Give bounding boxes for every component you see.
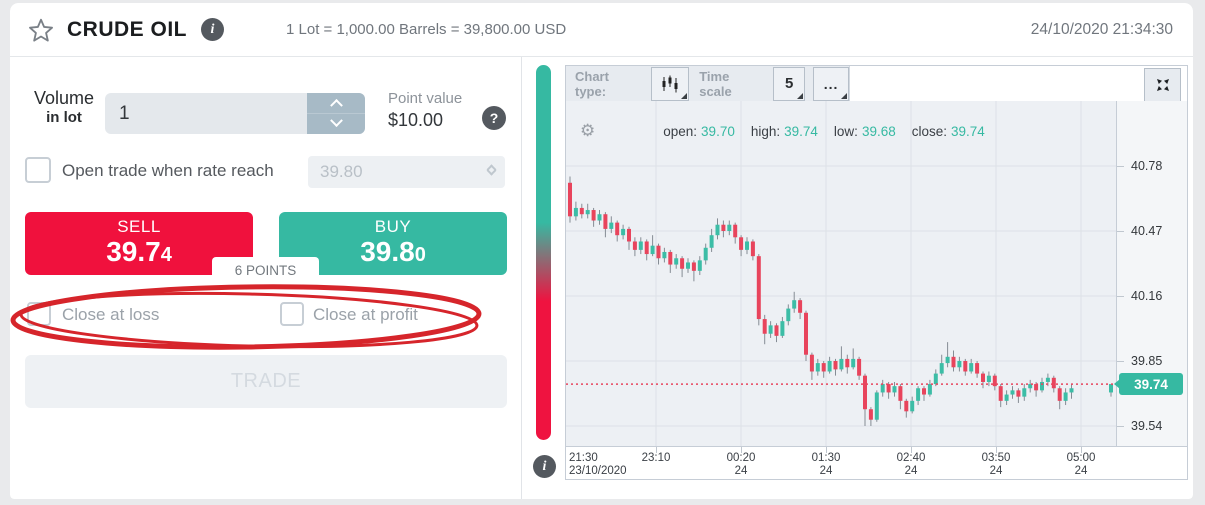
candlestick-chart-icon [662,75,678,92]
chart-toolbar: Chart type: Time scale 5 ... [566,66,850,101]
price-tick-mark [1117,426,1124,427]
time-tick-label: 02:40 24 [896,452,926,477]
time-tick-mark [1081,447,1082,453]
ohlc-low: low: 39.68 [833,123,896,139]
open-trade-label: Open trade when rate reach [62,161,274,180]
volume-stepper [307,93,365,134]
time-tick-label: 01:30 24 [811,452,841,477]
open-trade-checkbox[interactable] [25,157,51,183]
time-tick-label: 21:30 23/10/2020 [569,452,627,477]
volume-decrease-button[interactable] [307,114,365,135]
time-tick-label: 05:00 24 [1066,452,1096,477]
price-tick-label: 40.47 [1131,224,1163,238]
header-datetime: 24/10/2020 21:34:30 [1030,20,1173,38]
chart-settings-gear-icon[interactable]: ⚙ [580,121,596,140]
instrument-info-icon[interactable]: i [201,18,224,41]
fullscreen-icon [1156,79,1169,91]
ohlc-close: close: 39.74 [911,123,985,139]
price-tick-label: 39.85 [1131,354,1163,368]
close-at-profit-label: Close at profit [313,305,418,324]
rate-stepper[interactable] [485,160,499,184]
current-price-badge: 39.74 [1114,373,1183,396]
time-tick-mark [826,447,827,453]
volume-label: Volume [33,88,95,108]
time-tick-mark [656,447,657,453]
time-tick-mark [996,447,997,453]
ohlc-high: high: 39.74 [750,123,818,139]
price-tick-label: 40.78 [1131,159,1163,173]
buy-price: 39.80 [360,236,426,267]
sell-label: SELL [117,217,161,236]
point-value-label: Point value [388,90,463,107]
price-tick-mark [1117,231,1124,232]
favorite-star-icon[interactable] [28,17,54,43]
close-at-loss-label: Close at loss [62,305,160,324]
price-tick-mark [1117,361,1124,362]
chart-widget: Chart type: Time scale 5 ... [565,65,1188,480]
chart-panel: i Chart type: Time scale 5 ... [522,57,1193,499]
rate-input-group [308,156,505,188]
price-tick-mark [1117,166,1124,167]
chevron-down-icon [329,114,343,128]
trade-button[interactable]: TRADE [25,355,507,408]
time-scale-label: Time scale [699,68,732,99]
candlestick-plot[interactable] [566,101,1116,446]
instrument-title: CRUDE OIL [67,17,187,41]
instrument-header: CRUDE OIL i 1 Lot = 1,000.00 Barrels = 3… [10,3,1193,57]
price-tick-mark [1117,296,1124,297]
sell-price: 39.74 [106,236,172,267]
buy-label: BUY [374,217,412,236]
point-value-help-icon[interactable]: ? [482,106,506,130]
close-at-loss-checkbox[interactable] [27,302,51,326]
order-panel: Volume in lot Point value $10.00 ? Open … [10,57,522,499]
time-axis[interactable]: 21:30 23/10/2020 23:10 00:20 24 01:30 24 02:40 2… [566,446,1187,479]
spread-points-badge: 6 POINTS [212,257,319,283]
more-options-button[interactable]: ... [813,66,849,101]
volume-input-group [105,93,365,134]
lot-info: 1 Lot = 1,000.00 Barrels = 39,800.00 USD [286,21,567,38]
chart-type-button[interactable] [651,66,690,101]
chevron-up-icon [329,99,343,112]
point-value: $10.00 [388,110,444,130]
time-tick-label: 23:10 [641,452,671,464]
ohlc-legend: ⚙ open: 39.70 high: 39.74 low: 39.68 close:… [566,121,1116,141]
price-tick-label: 40.16 [1131,289,1163,303]
chart-info-icon[interactable]: i [533,455,556,478]
volume-unit-label: in lot [46,109,82,126]
rate-input[interactable] [308,156,478,188]
time-tick-label: 00:20 24 [726,452,756,477]
sentiment-gradient-bar [536,65,551,440]
time-tick-label: 03:50 24 [981,452,1011,477]
sell-button[interactable]: SELL 39.74 [25,212,253,275]
chart-type-label: Chart type: [575,68,609,99]
price-tick-label: 39.54 [1131,419,1163,433]
fullscreen-button[interactable] [1144,68,1181,102]
volume-increase-button[interactable] [307,93,365,114]
time-tick-mark [911,447,912,453]
price-axis[interactable]: 39.74 40.78 40.47 40.16 39.85 39.54 [1114,101,1187,446]
volume-label-group: Volume in lot [25,88,103,126]
time-scale-button[interactable]: 5 [773,66,806,101]
volume-input[interactable] [105,93,305,134]
time-tick-mark [741,447,742,453]
close-at-profit-checkbox[interactable] [280,302,304,326]
ohlc-open: open: 39.70 [663,123,735,139]
